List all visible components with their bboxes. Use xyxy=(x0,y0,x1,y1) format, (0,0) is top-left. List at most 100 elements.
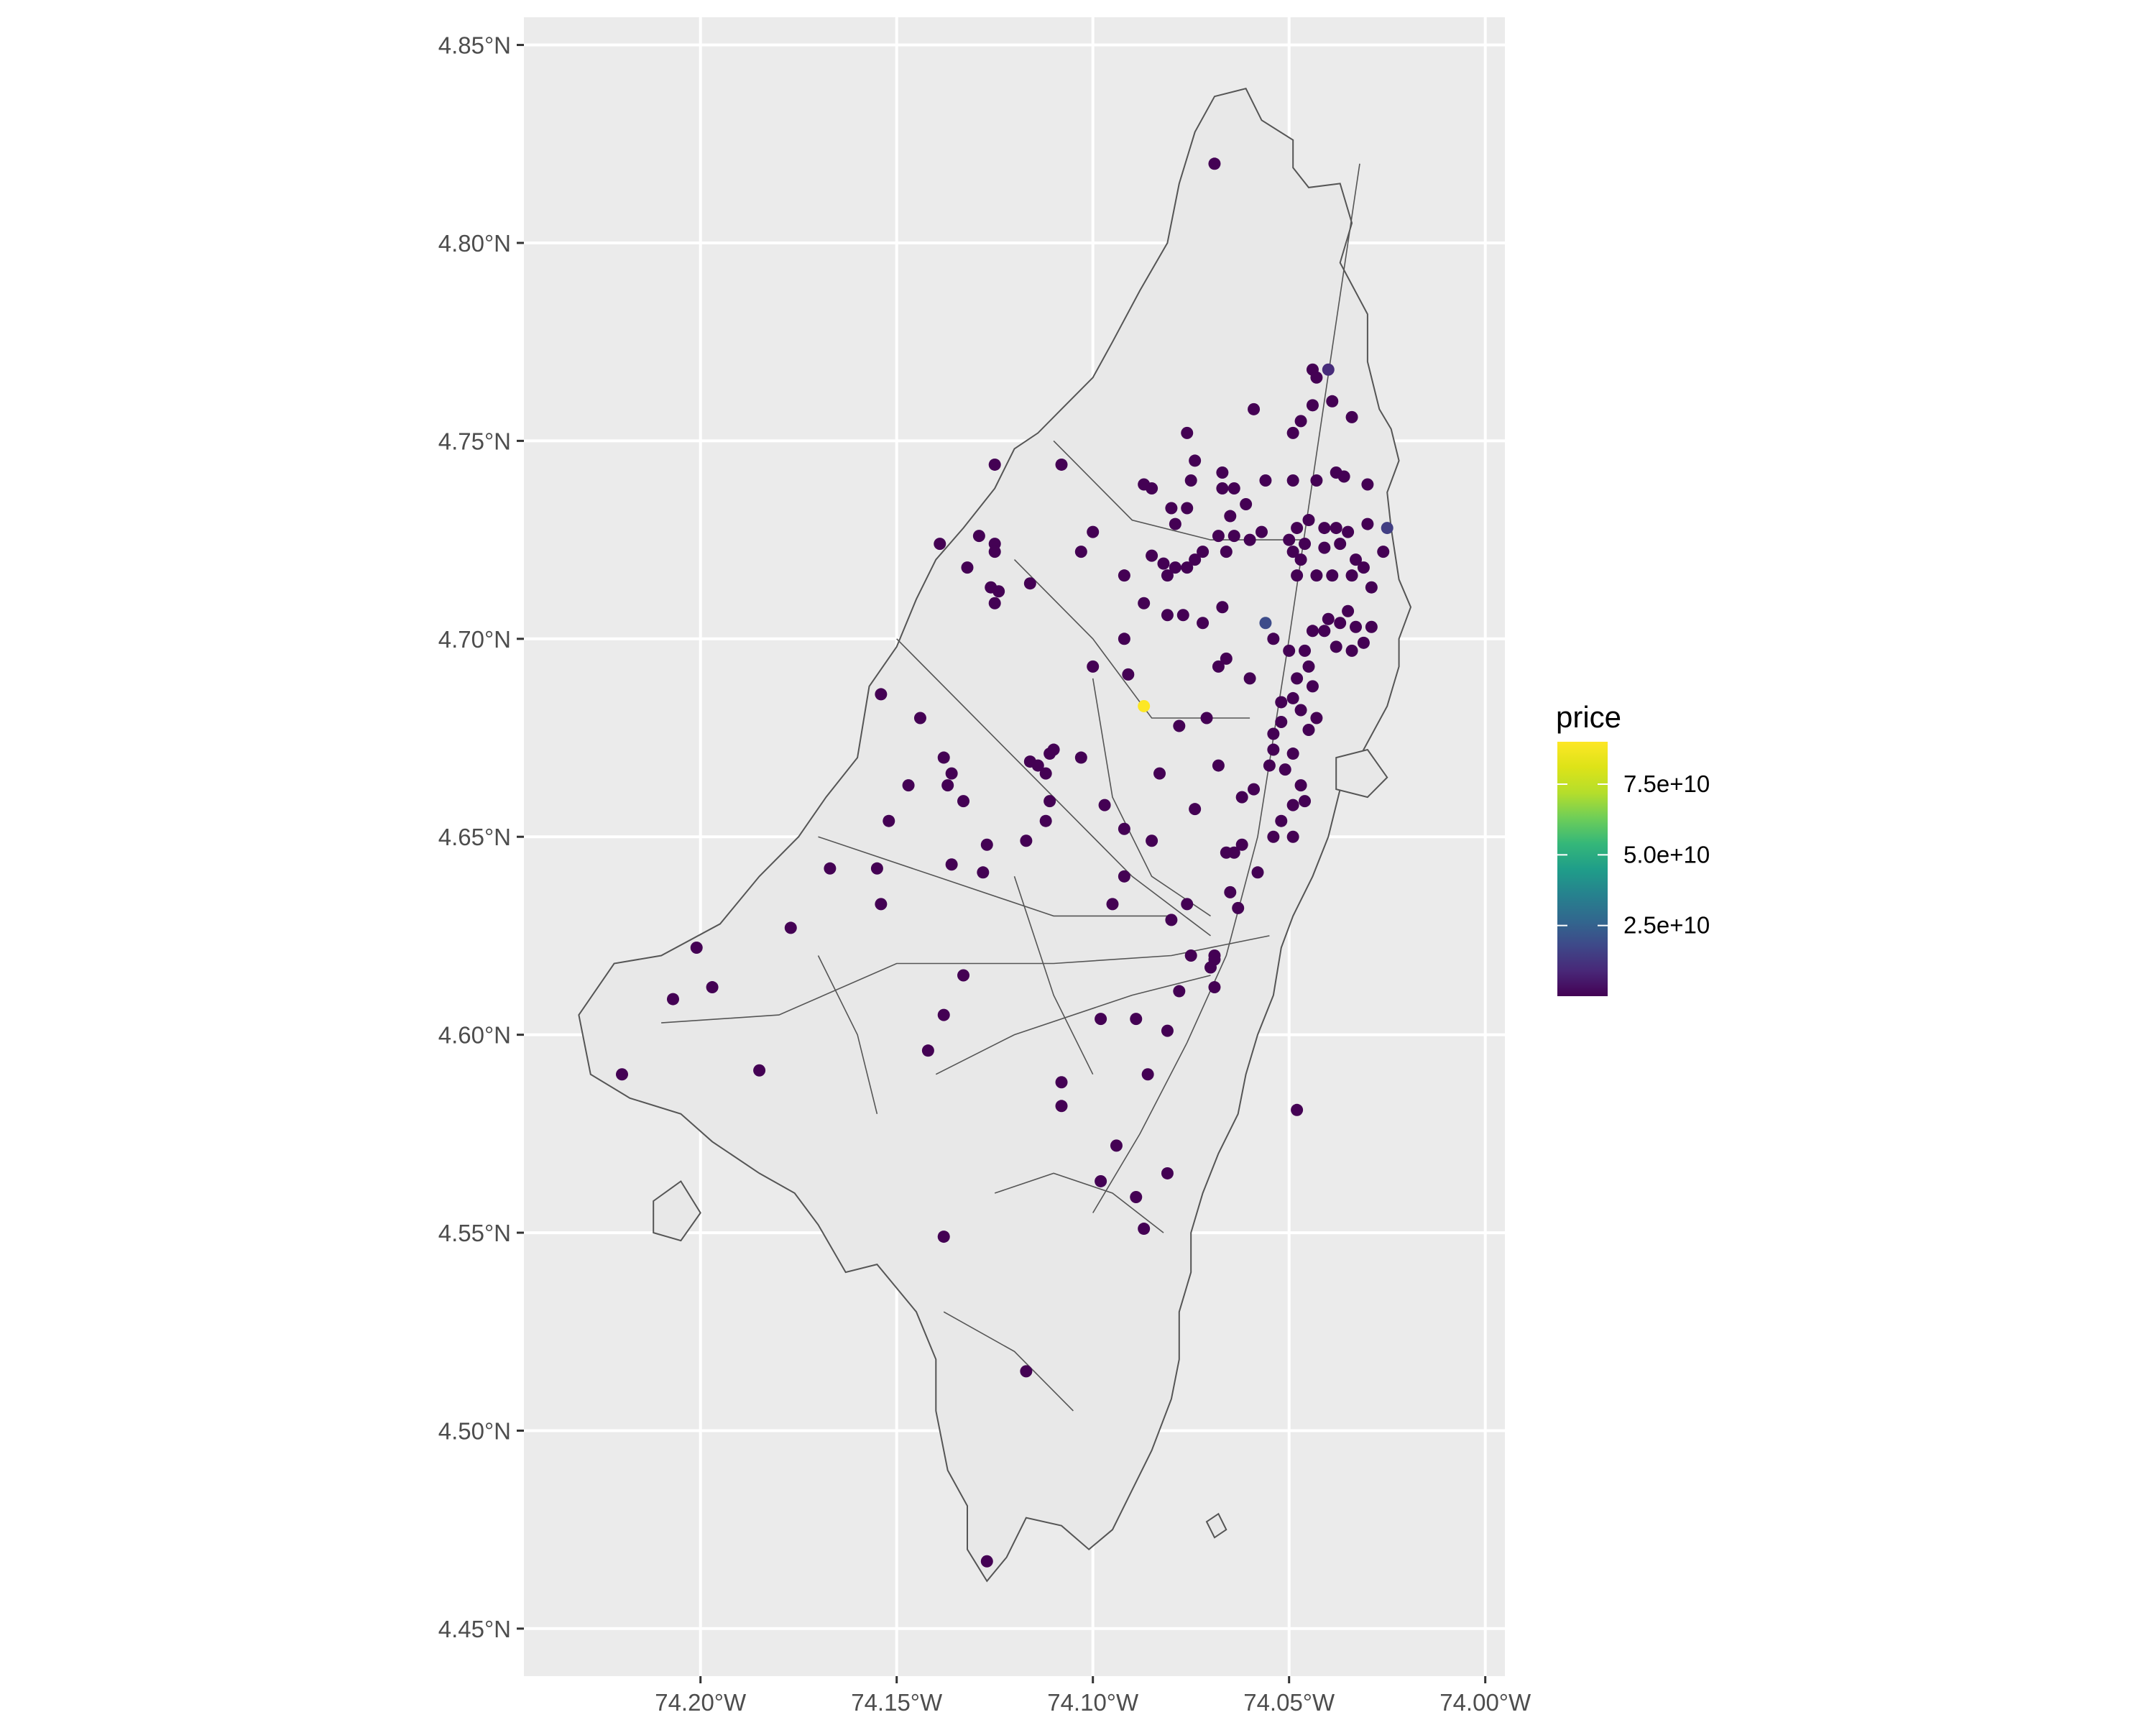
price-point-52 xyxy=(1299,644,1312,657)
price-point-41 xyxy=(1365,581,1378,594)
price-point-152 xyxy=(977,866,990,879)
price-point-99 xyxy=(1189,553,1202,566)
price-point-91 xyxy=(1161,609,1174,622)
price-point-35 xyxy=(1345,569,1358,582)
color-legend: price 2.5e+10 5.0e+10 7.5e+10 xyxy=(1556,700,1710,996)
price-point-95 xyxy=(1181,561,1194,574)
price-point-148 xyxy=(902,779,915,792)
price-point-164 xyxy=(921,1044,934,1057)
price-point-89 xyxy=(1197,617,1210,630)
price-point-61 xyxy=(1302,724,1315,737)
price-point-69 xyxy=(1299,795,1312,808)
price-point-48 xyxy=(1345,644,1358,657)
price-point-43 xyxy=(1334,617,1347,630)
price-point-76 xyxy=(1251,866,1264,879)
price-point-90 xyxy=(1176,609,1189,622)
price-point-40 xyxy=(1286,546,1299,558)
price-point-20 xyxy=(1361,478,1374,491)
price-point-143 xyxy=(957,795,970,808)
price-point-24 xyxy=(1342,525,1355,538)
outlying-region-0 xyxy=(653,1180,701,1242)
price-point-154 xyxy=(824,862,837,875)
price-point-47 xyxy=(1357,636,1370,649)
price-point-100 xyxy=(1197,546,1210,558)
price-point-155 xyxy=(875,898,888,911)
price-point-175 xyxy=(1204,961,1217,974)
legend-ticks: 2.5e+10 5.0e+10 7.5e+10 xyxy=(1557,770,1710,939)
price-point-81 xyxy=(1212,759,1225,772)
price-point-62 xyxy=(1275,715,1288,728)
price-point-127 xyxy=(1087,660,1100,673)
price-point-85 xyxy=(1243,672,1256,685)
district-line-5 xyxy=(935,975,1211,1075)
price-point-26 xyxy=(1318,522,1331,535)
district-line-6 xyxy=(1053,440,1309,540)
x-tick-label-3: 74.05°W xyxy=(1243,1689,1335,1716)
price-point-21 xyxy=(1381,522,1393,535)
y-tick-label-4: 4.65°N xyxy=(438,824,511,850)
price-point-106 xyxy=(1224,510,1237,523)
price-point-128 xyxy=(1118,632,1130,645)
price-point-104 xyxy=(1243,533,1256,546)
price-point-9 xyxy=(1248,402,1261,415)
price-point-8 xyxy=(1286,426,1299,439)
x-axis: 74.20°W 74.15°W 74.10°W 74.05°W 74.00°W xyxy=(655,1676,1531,1716)
price-point-39 xyxy=(1294,553,1307,566)
district-line-9 xyxy=(1092,678,1211,917)
price-point-11 xyxy=(1181,426,1194,439)
price-point-73 xyxy=(1267,830,1280,843)
price-point-130 xyxy=(1138,699,1151,712)
price-point-87 xyxy=(1267,632,1280,645)
price-points xyxy=(616,157,1393,1568)
price-point-158 xyxy=(706,981,719,994)
district-line-10 xyxy=(817,955,878,1114)
price-point-74 xyxy=(1235,838,1248,851)
price-point-160 xyxy=(616,1068,628,1081)
price-point-165 xyxy=(1098,799,1111,811)
district-line-11 xyxy=(1013,876,1094,1075)
price-point-123 xyxy=(988,597,1001,610)
price-point-105 xyxy=(1255,525,1268,538)
price-point-94 xyxy=(1169,561,1181,574)
price-point-168 xyxy=(1118,870,1130,883)
price-point-133 xyxy=(1074,751,1087,764)
price-point-5 xyxy=(1294,415,1307,428)
price-point-2 xyxy=(1322,363,1335,376)
price-point-29 xyxy=(1283,533,1296,546)
price-point-171 xyxy=(1181,898,1194,911)
price-point-163 xyxy=(937,1008,950,1021)
price-point-49 xyxy=(1330,640,1342,653)
price-point-193 xyxy=(1020,1365,1033,1378)
price-point-12 xyxy=(1184,474,1197,487)
y-tick-label-7: 4.80°N xyxy=(438,230,511,257)
price-point-55 xyxy=(1291,672,1304,685)
price-point-97 xyxy=(1146,549,1158,562)
price-point-37 xyxy=(1310,569,1323,582)
price-point-156 xyxy=(784,921,797,934)
price-point-146 xyxy=(913,712,926,724)
price-point-25 xyxy=(1330,522,1342,535)
price-point-44 xyxy=(1342,604,1355,617)
price-point-116 xyxy=(1055,458,1068,471)
price-point-72 xyxy=(1286,830,1299,843)
district-line-2 xyxy=(896,638,1211,937)
price-point-186 xyxy=(1110,1139,1123,1152)
price-point-172 xyxy=(1184,949,1197,962)
y-tick-label-3: 4.60°N xyxy=(438,1022,511,1049)
price-point-185 xyxy=(1055,1100,1068,1113)
price-point-14 xyxy=(1227,482,1240,494)
price-point-36 xyxy=(1326,569,1339,582)
price-point-103 xyxy=(1227,530,1240,543)
price-point-59 xyxy=(1294,704,1307,717)
y-tick-label-2: 4.55°N xyxy=(438,1220,511,1246)
price-point-120 xyxy=(961,561,974,574)
price-point-188 xyxy=(1095,1174,1107,1187)
price-point-10 xyxy=(1189,454,1202,467)
price-point-170 xyxy=(1165,914,1178,926)
price-point-161 xyxy=(753,1064,766,1077)
price-point-80 xyxy=(1235,791,1248,804)
price-point-67 xyxy=(1279,763,1291,776)
district-line-8 xyxy=(943,1311,1074,1412)
price-point-181 xyxy=(1130,1013,1143,1026)
